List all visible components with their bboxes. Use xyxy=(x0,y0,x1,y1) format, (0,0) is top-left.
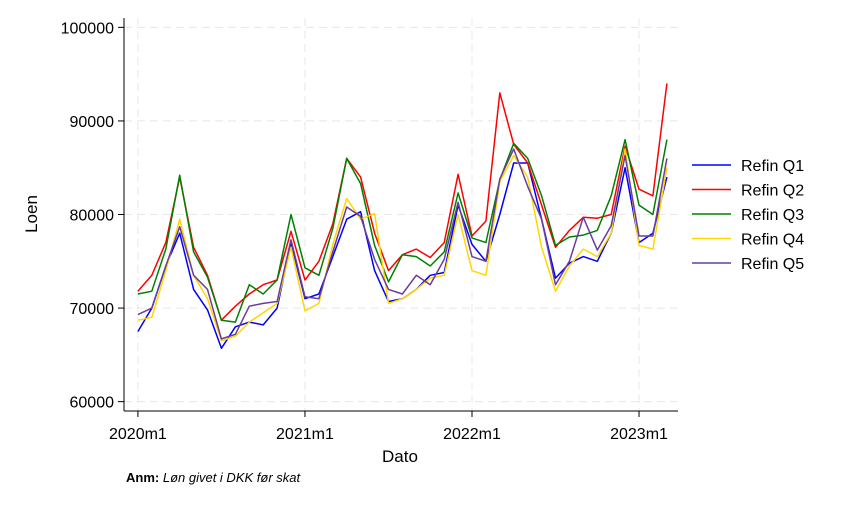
legend-label-refin-q5: Refin Q5 xyxy=(741,256,804,273)
legend-label-refin-q1: Refin Q1 xyxy=(741,158,804,175)
legend-label-refin-q2: Refin Q2 xyxy=(741,183,804,200)
legend-label-refin-q4: Refin Q4 xyxy=(741,232,804,249)
x-tick-label: 2021m1 xyxy=(276,426,334,443)
y-tick-label: 80000 xyxy=(70,208,115,225)
x-axis-title: Dato xyxy=(382,447,418,466)
gridlines xyxy=(124,18,678,411)
series-lines xyxy=(137,83,668,350)
y-tick-label: 70000 xyxy=(70,301,115,318)
series-line-refin-q5 xyxy=(137,148,668,340)
y-axis-title: Loen xyxy=(22,195,41,233)
y-axis: 60000 70000 80000 90000 100000 xyxy=(61,18,125,412)
x-axis: 2020m1 2021m1 2022m1 2023m1 xyxy=(109,410,678,443)
series-line-refin-q3 xyxy=(137,138,668,323)
chart-note: Anm: Løn givet i DKK før skat xyxy=(126,470,300,485)
x-tick-label: 2023m1 xyxy=(610,426,668,443)
y-tick-label: 90000 xyxy=(70,114,115,131)
y-tick-label: 100000 xyxy=(61,20,114,37)
series-line-refin-q4 xyxy=(137,148,668,342)
x-tick-label: 2020m1 xyxy=(109,426,167,443)
legend-label-refin-q3: Refin Q3 xyxy=(741,207,804,224)
x-tick-label: 2022m1 xyxy=(443,426,501,443)
note-text: Løn givet i DKK før skat xyxy=(162,470,301,485)
note-label: Anm: xyxy=(126,470,160,485)
legend: Refin Q1 Refin Q2 Refin Q3 Refin Q4 Refin Q5 xyxy=(692,158,804,273)
y-tick-label: 60000 xyxy=(70,395,115,412)
